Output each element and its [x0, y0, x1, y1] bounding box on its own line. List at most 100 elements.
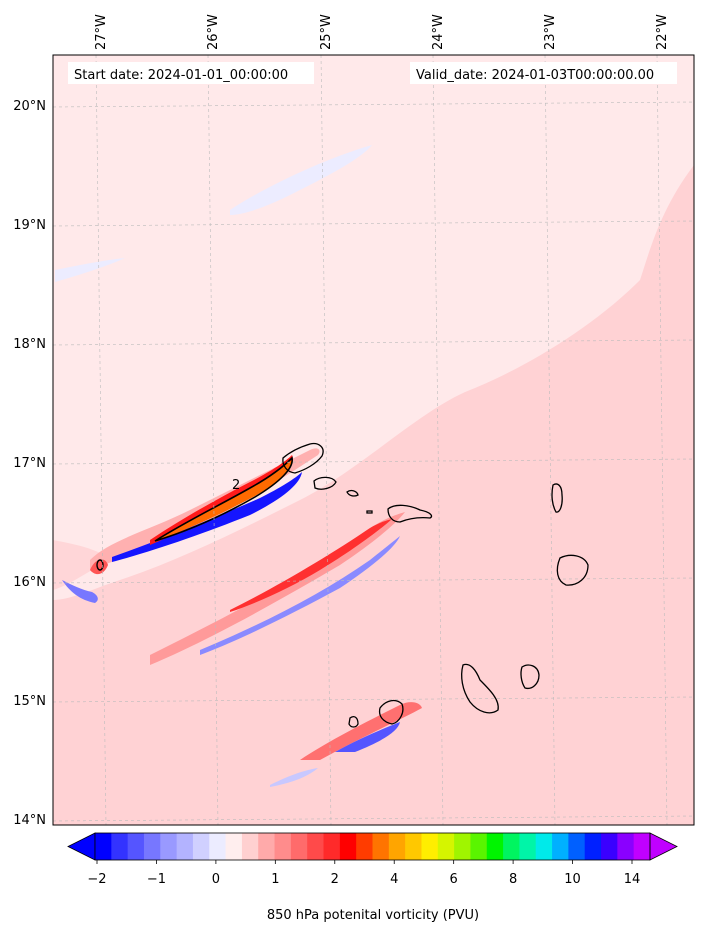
- lat-label: 18°N: [13, 337, 46, 352]
- colorbar-swatch: [258, 833, 276, 860]
- pv-field-light-red-west: [53, 540, 110, 590]
- colorbar-swatch: [405, 833, 423, 860]
- start-date-box: [68, 62, 314, 84]
- lat-label: 15°N: [13, 694, 46, 709]
- colorbar-swatch: [503, 833, 521, 860]
- colorbar-swatch: [633, 833, 651, 860]
- island-santiago: [461, 663, 499, 714]
- colorbar-tick-label: 2: [331, 872, 339, 887]
- meridian-line: [656, 55, 668, 825]
- colorbar-swatch: [225, 833, 243, 860]
- colorbar-extend-low: [67, 832, 96, 861]
- meridian-line: [432, 55, 444, 825]
- parallel-line: [53, 220, 694, 227]
- colorbar-swatch: [209, 833, 227, 860]
- meridian-line: [207, 55, 219, 825]
- pv-contour-label: 2: [232, 478, 240, 493]
- pv-band-south-red: [300, 702, 422, 760]
- colorbar-swatch: [111, 833, 129, 860]
- colorbar-tick-label: 0: [212, 872, 220, 887]
- colorbar-tick-label: 10: [564, 872, 581, 887]
- island-sao-vicente: [313, 476, 337, 490]
- colorbar-swatch: [421, 833, 439, 860]
- colorbar: [67, 832, 678, 861]
- colorbar-ticks: −2 −1 0 1 2 4 6 8 10 14: [87, 860, 640, 887]
- pv-field-faint-blue-north: [230, 145, 372, 215]
- colorbar-tick-label: −1: [147, 872, 166, 887]
- pv-band-south-faint-blue: [270, 768, 318, 787]
- colorbar-swatch: [601, 833, 618, 860]
- lon-label: 23°W: [543, 14, 558, 50]
- lon-label: 27°W: [94, 14, 109, 50]
- island-fogo: [378, 699, 404, 725]
- start-date-label: Start date: 2024-01-01_00:00:00: [74, 68, 288, 83]
- latitude-labels: 20°N 19°N 18°N 17°N 16°N 15°N 14°N: [13, 99, 46, 828]
- parallel-line: [53, 696, 694, 703]
- pv-band-south-blue: [335, 722, 400, 752]
- pv-field-light-red: [53, 165, 694, 825]
- colorbar-swatch: [568, 833, 586, 860]
- colorbar-swatch: [584, 833, 602, 860]
- colorbar-swatch: [160, 833, 178, 860]
- colorbar-swatch: [274, 833, 292, 860]
- meridian-line: [320, 55, 332, 825]
- map-panel: 2 Start date: 2024-01-01_00:00:00 Valid_…: [53, 55, 694, 825]
- colorbar-tick-label: −2: [87, 872, 106, 887]
- lon-label: 26°W: [206, 14, 221, 50]
- colorbar-swatch: [454, 833, 472, 860]
- parallel-line: [53, 458, 694, 465]
- pv-field-faint-blue-west: [55, 258, 125, 282]
- colorbar-tick-label: 14: [624, 872, 641, 887]
- colorbar-swatch: [290, 833, 308, 860]
- parallel-line: [53, 815, 694, 822]
- colorbar-swatch: [617, 833, 635, 860]
- colorbar-swatch: [307, 833, 325, 860]
- colorbar-swatch: [323, 833, 341, 860]
- lat-label: 17°N: [13, 456, 46, 471]
- colorbar-swatch: [519, 833, 537, 860]
- colorbar-swatch: [143, 833, 161, 860]
- lon-label: 25°W: [319, 14, 334, 50]
- island-raso: [366, 510, 373, 514]
- island-maio: [520, 664, 540, 690]
- colorbar-swatch: [192, 833, 210, 860]
- valid-date-label: Valid_date: 2024-01-03T00:00:00.00: [416, 68, 654, 83]
- colorbar-swatch: [339, 833, 357, 860]
- coastlines: [282, 442, 589, 728]
- colorbar-frame: [94, 832, 651, 861]
- lat-label: 20°N: [13, 99, 46, 114]
- lon-label: 24°W: [431, 14, 446, 50]
- parallel-line: [53, 577, 694, 584]
- colorbar-swatch: [470, 833, 488, 860]
- colorbar-swatch: [388, 833, 406, 860]
- colorbar-swatch: [552, 833, 569, 860]
- island-sao-nicolau: [387, 504, 433, 523]
- colorbar-swatch: [486, 833, 504, 860]
- island-sal: [551, 483, 563, 513]
- longitude-labels: 27°W 26°W 25°W 24°W 23°W 22°W: [94, 14, 670, 50]
- colorbar-extend-high: [649, 832, 678, 861]
- colorbar-swatch: [437, 833, 455, 860]
- colorbar-swatch: [535, 833, 553, 860]
- meridian-line: [95, 55, 107, 825]
- island-santa-luzia: [346, 489, 359, 497]
- island-boa-vista: [556, 554, 589, 586]
- lat-label: 16°N: [13, 575, 46, 590]
- pv-streak-tail-blue: [62, 580, 98, 603]
- colorbar-swatch: [372, 833, 390, 860]
- graticule: [53, 55, 694, 825]
- pv-band-middle-core: [230, 519, 392, 612]
- colorbar-swatch: [176, 833, 194, 860]
- colorbar-swatch: [127, 833, 145, 860]
- colorbar-tick-label: 4: [390, 872, 398, 887]
- island-brava: [348, 716, 359, 728]
- colorbar-tick-label: 6: [450, 872, 458, 887]
- colorbar-swatch: [95, 833, 112, 860]
- colorbar-swatch: [241, 833, 259, 860]
- colorbar-label: 850 hPa potenital vorticity (PVU): [267, 908, 479, 923]
- lat-label: 19°N: [13, 218, 46, 233]
- island-santo-antao: [282, 442, 324, 474]
- pv-contour-small-ring: [96, 559, 104, 571]
- map-frame: [52, 54, 695, 826]
